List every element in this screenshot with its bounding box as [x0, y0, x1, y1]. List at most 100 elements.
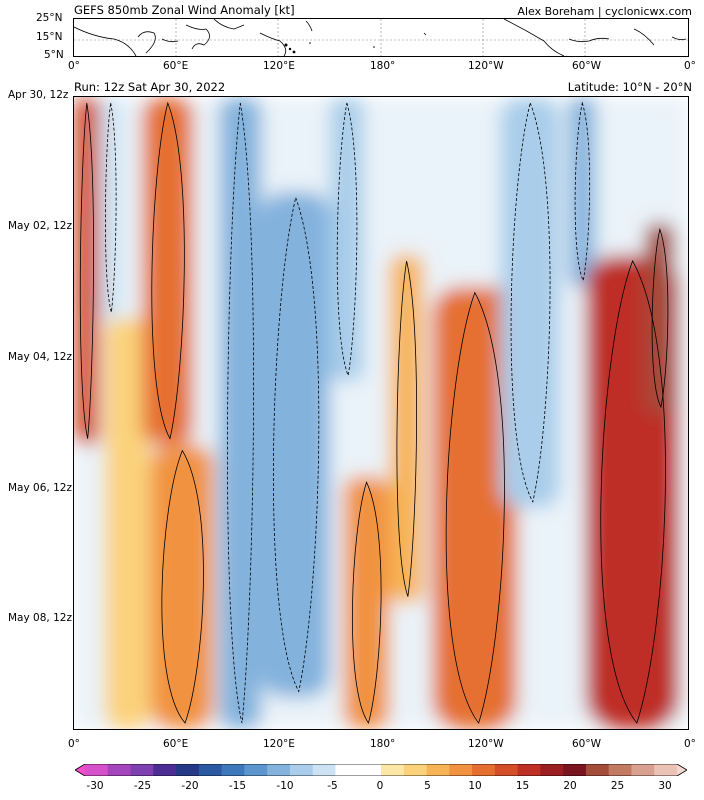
hovmoller-plot — [73, 96, 689, 730]
y-tick-label: Apr 30, 12z — [8, 89, 69, 101]
x-tick-label: 0° — [68, 738, 80, 750]
colorbar-swatch-9 — [267, 764, 291, 776]
contour-line-7 — [336, 102, 358, 377]
colorbar-swatch-26 — [654, 764, 678, 776]
colorbar-tick-label: 25 — [610, 780, 625, 792]
anomaly-band-2 — [104, 318, 151, 729]
colorbar-swatch-8 — [244, 764, 268, 776]
colorbar-swatch-0 — [75, 764, 85, 776]
reference-map — [73, 18, 689, 57]
contour-line-0 — [79, 102, 94, 439]
y-tick-label: May 04, 12z — [8, 351, 72, 363]
x-tick-label: 120°W — [468, 738, 504, 750]
contour-line-8 — [352, 481, 382, 724]
anomaly-band-12 — [568, 97, 596, 287]
colorbar-tick-label: -30 — [86, 780, 104, 792]
colorbar-swatch-12 — [335, 764, 359, 776]
colorbar-swatch-18 — [472, 764, 496, 776]
colorbar-tick-label: 10 — [468, 780, 482, 792]
colorbar-swatch-22 — [563, 764, 587, 776]
colorbar-swatch-13 — [358, 764, 382, 776]
colorbar-swatch-14 — [381, 764, 405, 776]
contour-line-5 — [227, 102, 254, 724]
colorbar-swatch-21 — [540, 764, 564, 776]
map-lon-label: 120°E — [263, 60, 295, 72]
colorbar-labels: -30 -25 -20 -15 -10 -5 0 5 10 15 20 25 30 — [0, 780, 704, 796]
x-tick-label: 0° — [684, 738, 696, 750]
contour-line-14 — [651, 227, 669, 409]
colorbar-swatch-5 — [176, 764, 200, 776]
colorbar-swatch-15 — [403, 764, 428, 776]
colorbar-swatch-1 — [85, 764, 109, 776]
contour-line-9 — [396, 260, 417, 597]
anomaly-band-3 — [142, 97, 194, 445]
y-tick-label: May 06, 12z — [8, 482, 72, 494]
contour-line-10 — [445, 291, 505, 724]
contour-line-6 — [273, 196, 320, 693]
colorbar-swatch-24 — [608, 764, 632, 776]
y-tick-label: May 02, 12z — [8, 220, 72, 232]
colorbar-swatch-16 — [426, 764, 450, 776]
contour-line-12 — [574, 101, 591, 282]
colorbar — [75, 764, 687, 776]
anomaly-band-4 — [150, 444, 214, 729]
colorbar-swatch-2 — [107, 764, 132, 776]
colorbar-tick-label: 30 — [658, 780, 672, 792]
colorbar-tick-label: 0 — [376, 780, 384, 792]
colorbar-tick-label: -10 — [276, 780, 294, 792]
contour-line-3 — [151, 101, 185, 440]
map-lat-label: 15°N — [36, 31, 63, 43]
map-lon-label: 0° — [68, 60, 80, 72]
map-svg — [74, 19, 688, 56]
y-tick-label: May 08, 12z — [8, 612, 72, 624]
anomaly-band-0 — [74, 97, 100, 445]
colorbar-tick-label: -20 — [181, 780, 199, 792]
x-tick-label: 120°E — [263, 738, 295, 750]
anomaly-band-7 — [329, 97, 364, 382]
map-lat-label: 5°N — [44, 49, 64, 61]
map-lon-label: 120°W — [468, 60, 504, 72]
map-lon-label: 180° — [370, 60, 396, 72]
anomaly-band-11 — [500, 97, 561, 508]
credit-text: Alex Boreham | cyclonicwx.com — [517, 5, 692, 18]
contour-line-11 — [510, 101, 551, 503]
colorbar-swatch-6 — [198, 764, 223, 776]
colorbar-tick-label: 20 — [563, 780, 577, 792]
colorbar-tick-label: -25 — [133, 780, 152, 792]
colorbar-swatch-20 — [517, 764, 541, 776]
anomaly-band-6 — [261, 191, 330, 698]
chart-title: GEFS 850mb Zonal Wind Anomaly [kt] — [74, 3, 295, 17]
map-lon-label: 60°E — [163, 60, 189, 72]
anomaly-band-5 — [218, 97, 262, 729]
hovmoller-svg — [74, 97, 688, 729]
colorbar-swatch-19 — [494, 764, 519, 776]
colorbar-tick-label: -15 — [228, 780, 247, 792]
map-lat-label: 25°N — [36, 12, 63, 24]
colorbar-swatch-23 — [585, 764, 610, 776]
colorbar-tick-label: 15 — [515, 780, 530, 792]
run-label: Run: 12z Sat Apr 30, 2022 — [74, 80, 226, 94]
x-tick-label: 60°E — [163, 738, 189, 750]
contour-line-4 — [161, 449, 204, 724]
latitude-label: Latitude: 10°N - 20°N — [567, 80, 692, 94]
colorbar-tick-label: 5 — [424, 780, 431, 792]
anomaly-band-1 — [99, 97, 122, 319]
colorbar-swatch-27 — [677, 764, 687, 776]
colorbar-tick-label: -5 — [327, 780, 338, 792]
colorbar-swatch-7 — [221, 764, 245, 776]
map-lon-label: 60°W — [572, 60, 601, 72]
colorbar-swatch-3 — [130, 764, 154, 776]
colorbar-swatch-25 — [631, 764, 655, 776]
x-tick-label: 60°W — [572, 738, 601, 750]
x-tick-label: 180° — [370, 738, 396, 750]
anomaly-band-10 — [432, 286, 518, 729]
anomaly-band-14 — [645, 223, 675, 413]
colorbar-swatch-11 — [312, 764, 336, 776]
colorbar-swatch-17 — [449, 764, 473, 776]
map-lon-label: 0° — [684, 60, 696, 72]
colorbar-swatch-10 — [289, 764, 314, 776]
anomaly-band-9 — [389, 255, 424, 603]
colorbar-swatch-4 — [153, 764, 177, 776]
coastlines — [74, 19, 687, 56]
anomaly-band-8 — [343, 476, 390, 729]
